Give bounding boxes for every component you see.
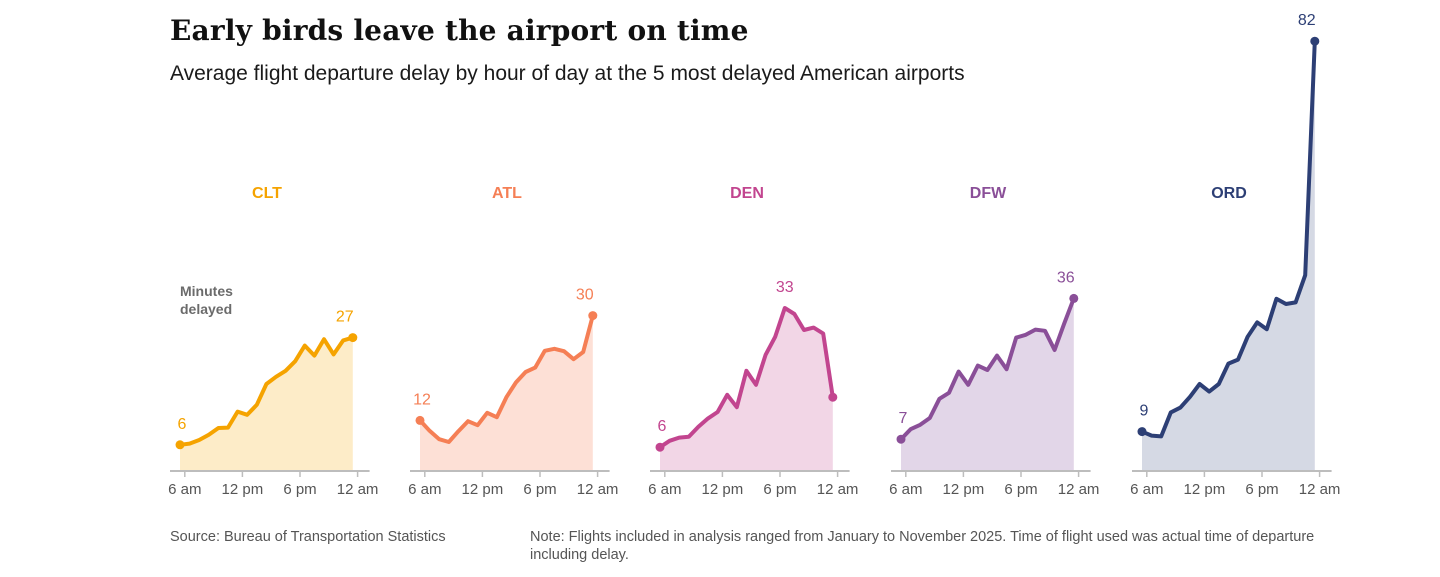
source-note: Source: Bureau of Transportation Statist… bbox=[170, 529, 446, 545]
end-value-label: 82 bbox=[1298, 12, 1316, 29]
start-value-label: 9 bbox=[1140, 403, 1149, 420]
start-point bbox=[896, 434, 906, 444]
x-tick-label: 6 pm bbox=[763, 481, 796, 498]
end-value-label: 27 bbox=[336, 309, 354, 326]
start-point bbox=[415, 415, 425, 425]
x-tick-label: 12 am bbox=[1058, 481, 1100, 498]
panel-title-clt: CLT bbox=[252, 185, 282, 202]
panel-dfw bbox=[891, 293, 1091, 477]
x-tick-label: 6 am bbox=[168, 481, 201, 498]
x-tick-label: 6 am bbox=[889, 481, 922, 498]
start-value-label: 6 bbox=[658, 418, 667, 435]
x-tick-label: 6 pm bbox=[283, 481, 316, 498]
start-point bbox=[175, 440, 185, 450]
x-tick-label: 12 am bbox=[577, 481, 619, 498]
x-tick-label: 6 am bbox=[648, 481, 681, 498]
panel-title-atl: ATL bbox=[492, 185, 522, 202]
area-clt bbox=[180, 337, 353, 470]
end-value-label: 36 bbox=[1057, 269, 1075, 286]
line-atl bbox=[418, 313, 595, 444]
line-den bbox=[658, 306, 835, 450]
x-tick-label: 6 am bbox=[408, 481, 441, 498]
y-axis-label-line1: Minutes bbox=[180, 283, 233, 299]
area-atl bbox=[420, 315, 593, 470]
end-point bbox=[1069, 293, 1079, 303]
panel-clt bbox=[170, 333, 370, 477]
x-tick-label: 6 pm bbox=[1004, 481, 1037, 498]
panel-den bbox=[650, 306, 850, 477]
chart-title: Early birds leave the airport on time bbox=[170, 14, 749, 47]
x-tick-label: 12 pm bbox=[462, 481, 504, 498]
panel-title-den: DEN bbox=[730, 185, 764, 202]
x-tick-label: 12 pm bbox=[1184, 481, 1226, 498]
x-tick-label: 12 am bbox=[337, 481, 379, 498]
panel-title-ord: ORD bbox=[1211, 185, 1247, 202]
end-point bbox=[588, 311, 598, 321]
line-ord bbox=[1140, 39, 1317, 439]
x-tick-label: 6 am bbox=[1130, 481, 1163, 498]
x-tick-label: 12 pm bbox=[943, 481, 985, 498]
end-point bbox=[1310, 36, 1320, 46]
end-value-label: 30 bbox=[576, 287, 594, 304]
x-tick-label: 12 pm bbox=[702, 481, 744, 498]
y-axis-label-line2: delayed bbox=[180, 301, 232, 317]
start-value-label: 12 bbox=[413, 391, 431, 408]
x-tick-label: 12 pm bbox=[222, 481, 264, 498]
chart-subtitle: Average flight departure delay by hour o… bbox=[170, 62, 965, 85]
start-point bbox=[655, 442, 665, 452]
footnote: Note: Flights included in analysis range… bbox=[530, 529, 1315, 563]
end-point bbox=[828, 392, 838, 402]
line-dfw bbox=[899, 296, 1076, 442]
x-tick-label: 12 am bbox=[1299, 481, 1341, 498]
start-value-label: 7 bbox=[899, 410, 908, 427]
x-tick-label: 6 pm bbox=[1245, 481, 1278, 498]
panel-title-dfw: DFW bbox=[970, 185, 1007, 202]
panel-ord bbox=[1132, 36, 1332, 477]
panel-atl bbox=[410, 311, 610, 477]
start-value-label: 6 bbox=[178, 416, 187, 433]
area-dfw bbox=[901, 298, 1074, 470]
area-den bbox=[660, 308, 833, 470]
line-clt bbox=[178, 335, 355, 447]
x-tick-label: 12 am bbox=[817, 481, 859, 498]
peak-value-label: 33 bbox=[776, 279, 794, 296]
area-ord bbox=[1142, 41, 1315, 470]
x-tick-label: 6 pm bbox=[523, 481, 556, 498]
start-point bbox=[1137, 427, 1147, 437]
end-point bbox=[348, 333, 358, 343]
